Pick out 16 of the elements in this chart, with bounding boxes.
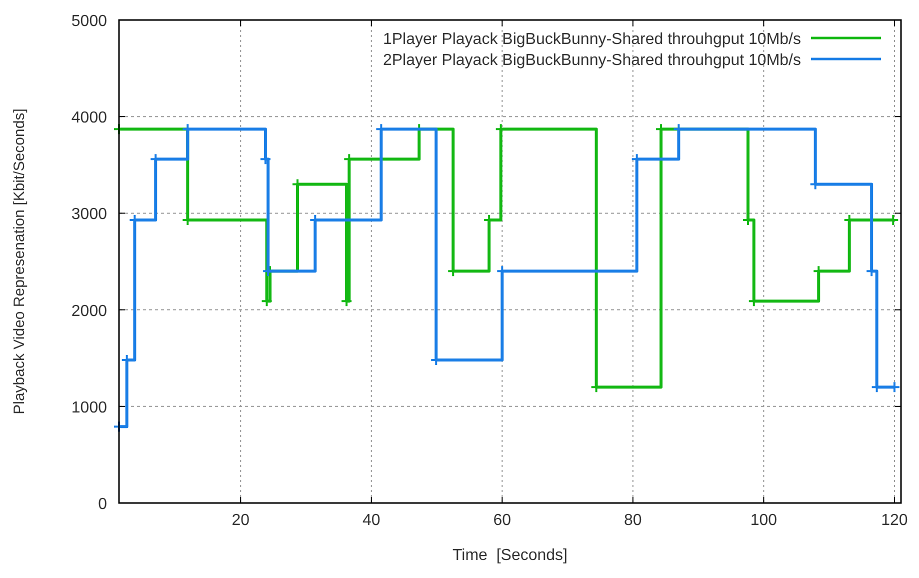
y-tick-label: 3000 (71, 206, 108, 224)
y-tick-label: 0 (98, 496, 108, 513)
x-tick-label: 100 (750, 512, 778, 529)
y-tick-label: 1000 (71, 399, 108, 416)
x-tick-label: 40 (362, 512, 380, 529)
y-tick-label: 5000 (71, 13, 108, 30)
y-axis-title: Playback Video Represenation [Kbit/Seconds] (11, 108, 28, 414)
legend-label: 1Player Playack BigBuckBunny-Shared throuhgput 10Mb/s (382, 31, 801, 48)
y-tick-label: 2000 (71, 302, 108, 320)
legend-label: 2Player Playack BigBuckBunny-Shared throuhgput 10Mb/s (382, 52, 801, 69)
x-tick-label: 120 (881, 512, 908, 529)
x-tick-label: 80 (624, 512, 642, 529)
x-axis-title: Time [Seconds] (452, 547, 568, 564)
x-tick-label: 60 (493, 512, 512, 529)
y-tick-label: 4000 (71, 110, 108, 127)
x-tick-label: 20 (232, 512, 250, 529)
